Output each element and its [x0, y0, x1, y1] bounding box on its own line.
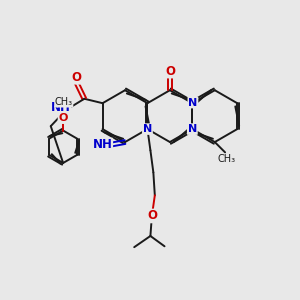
Text: N: N: [188, 98, 198, 108]
Text: O: O: [165, 64, 175, 78]
Text: NH: NH: [92, 139, 112, 152]
Text: CH₃: CH₃: [218, 154, 236, 164]
Text: CH₃: CH₃: [55, 97, 73, 107]
Text: O: O: [71, 71, 81, 84]
Text: N: N: [188, 124, 197, 134]
Text: O: O: [147, 209, 157, 223]
Text: O: O: [58, 113, 68, 123]
Text: NH: NH: [51, 101, 71, 114]
Text: N: N: [143, 124, 152, 134]
